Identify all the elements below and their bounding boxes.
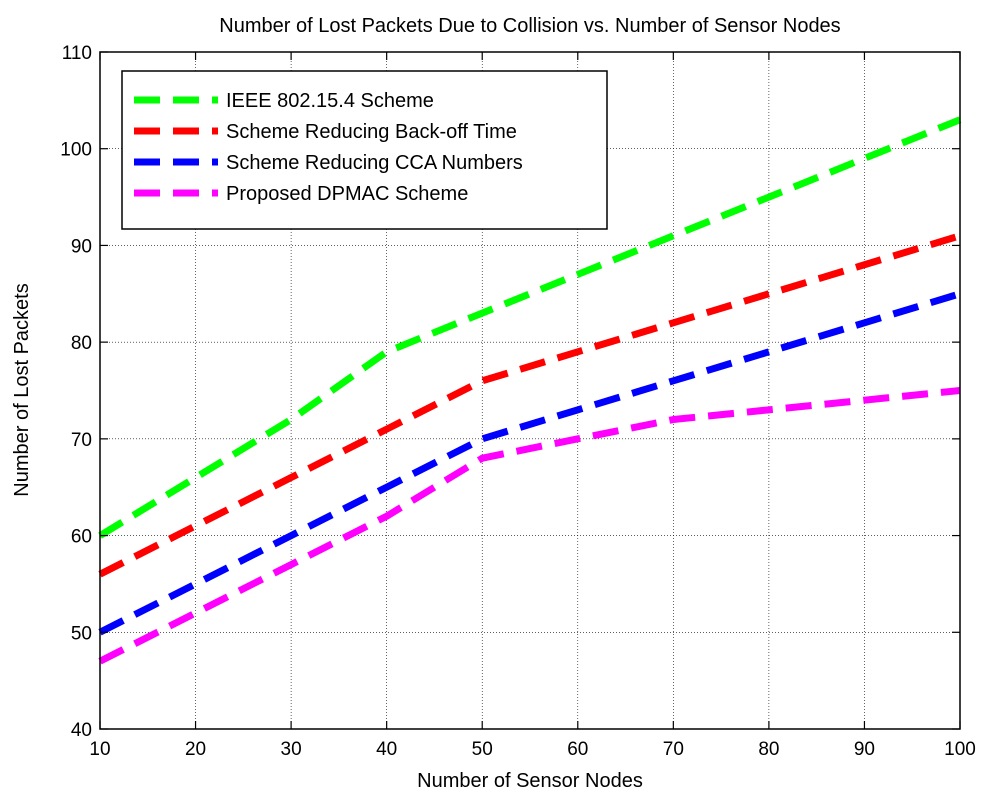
series-line — [98, 232, 962, 578]
y-tick-label: 70 — [71, 430, 92, 451]
x-tick-label: 50 — [472, 739, 493, 760]
x-tick-label: 60 — [567, 739, 588, 760]
series-line — [98, 116, 962, 539]
x-tick-label: 30 — [281, 739, 302, 760]
axis-ticks: 10 20 30 40 50 60 70 80 90 100 40 50 60 70 80 90 100 110 — [60, 43, 976, 760]
x-axis-title: Number of Sensor Nodes — [417, 770, 643, 792]
x-tick-label: 80 — [758, 739, 779, 760]
legend: IEEE 802.15.4 Scheme Scheme Reducing Back… — [121, 70, 608, 230]
x-tick-label: 20 — [185, 739, 206, 760]
x-tick-label: 40 — [376, 739, 397, 760]
legend-label: IEEE 802.15.4 Scheme — [226, 90, 434, 112]
legend-label: Proposed DPMAC Scheme — [226, 183, 468, 205]
plot-frame — [99, 51, 961, 730]
series-line — [98, 290, 962, 636]
y-tick-label: 80 — [71, 333, 92, 354]
x-tick-label: 10 — [89, 739, 110, 760]
y-tick-label: 50 — [71, 623, 92, 644]
y-tick-label: 40 — [71, 720, 92, 741]
series-lines — [98, 116, 962, 665]
y-tick-label: 110 — [62, 43, 92, 64]
y-tick-label: 90 — [71, 236, 92, 257]
y-axis-title: Number of Lost Packets — [11, 283, 33, 496]
y-tick-label: 60 — [71, 527, 92, 548]
series-line — [98, 387, 961, 665]
legend-label: Scheme Reducing Back-off Time — [226, 121, 517, 143]
legend-label: Scheme Reducing CCA Numbers — [226, 152, 523, 174]
legend-box — [121, 70, 608, 230]
x-tick-label: 90 — [854, 739, 875, 760]
y-tick-label: 100 — [60, 140, 92, 161]
x-tick-label: 100 — [944, 739, 976, 760]
x-tick-label: 70 — [663, 739, 684, 760]
chart-title: Number of Lost Packets Due to Collision … — [219, 15, 840, 37]
